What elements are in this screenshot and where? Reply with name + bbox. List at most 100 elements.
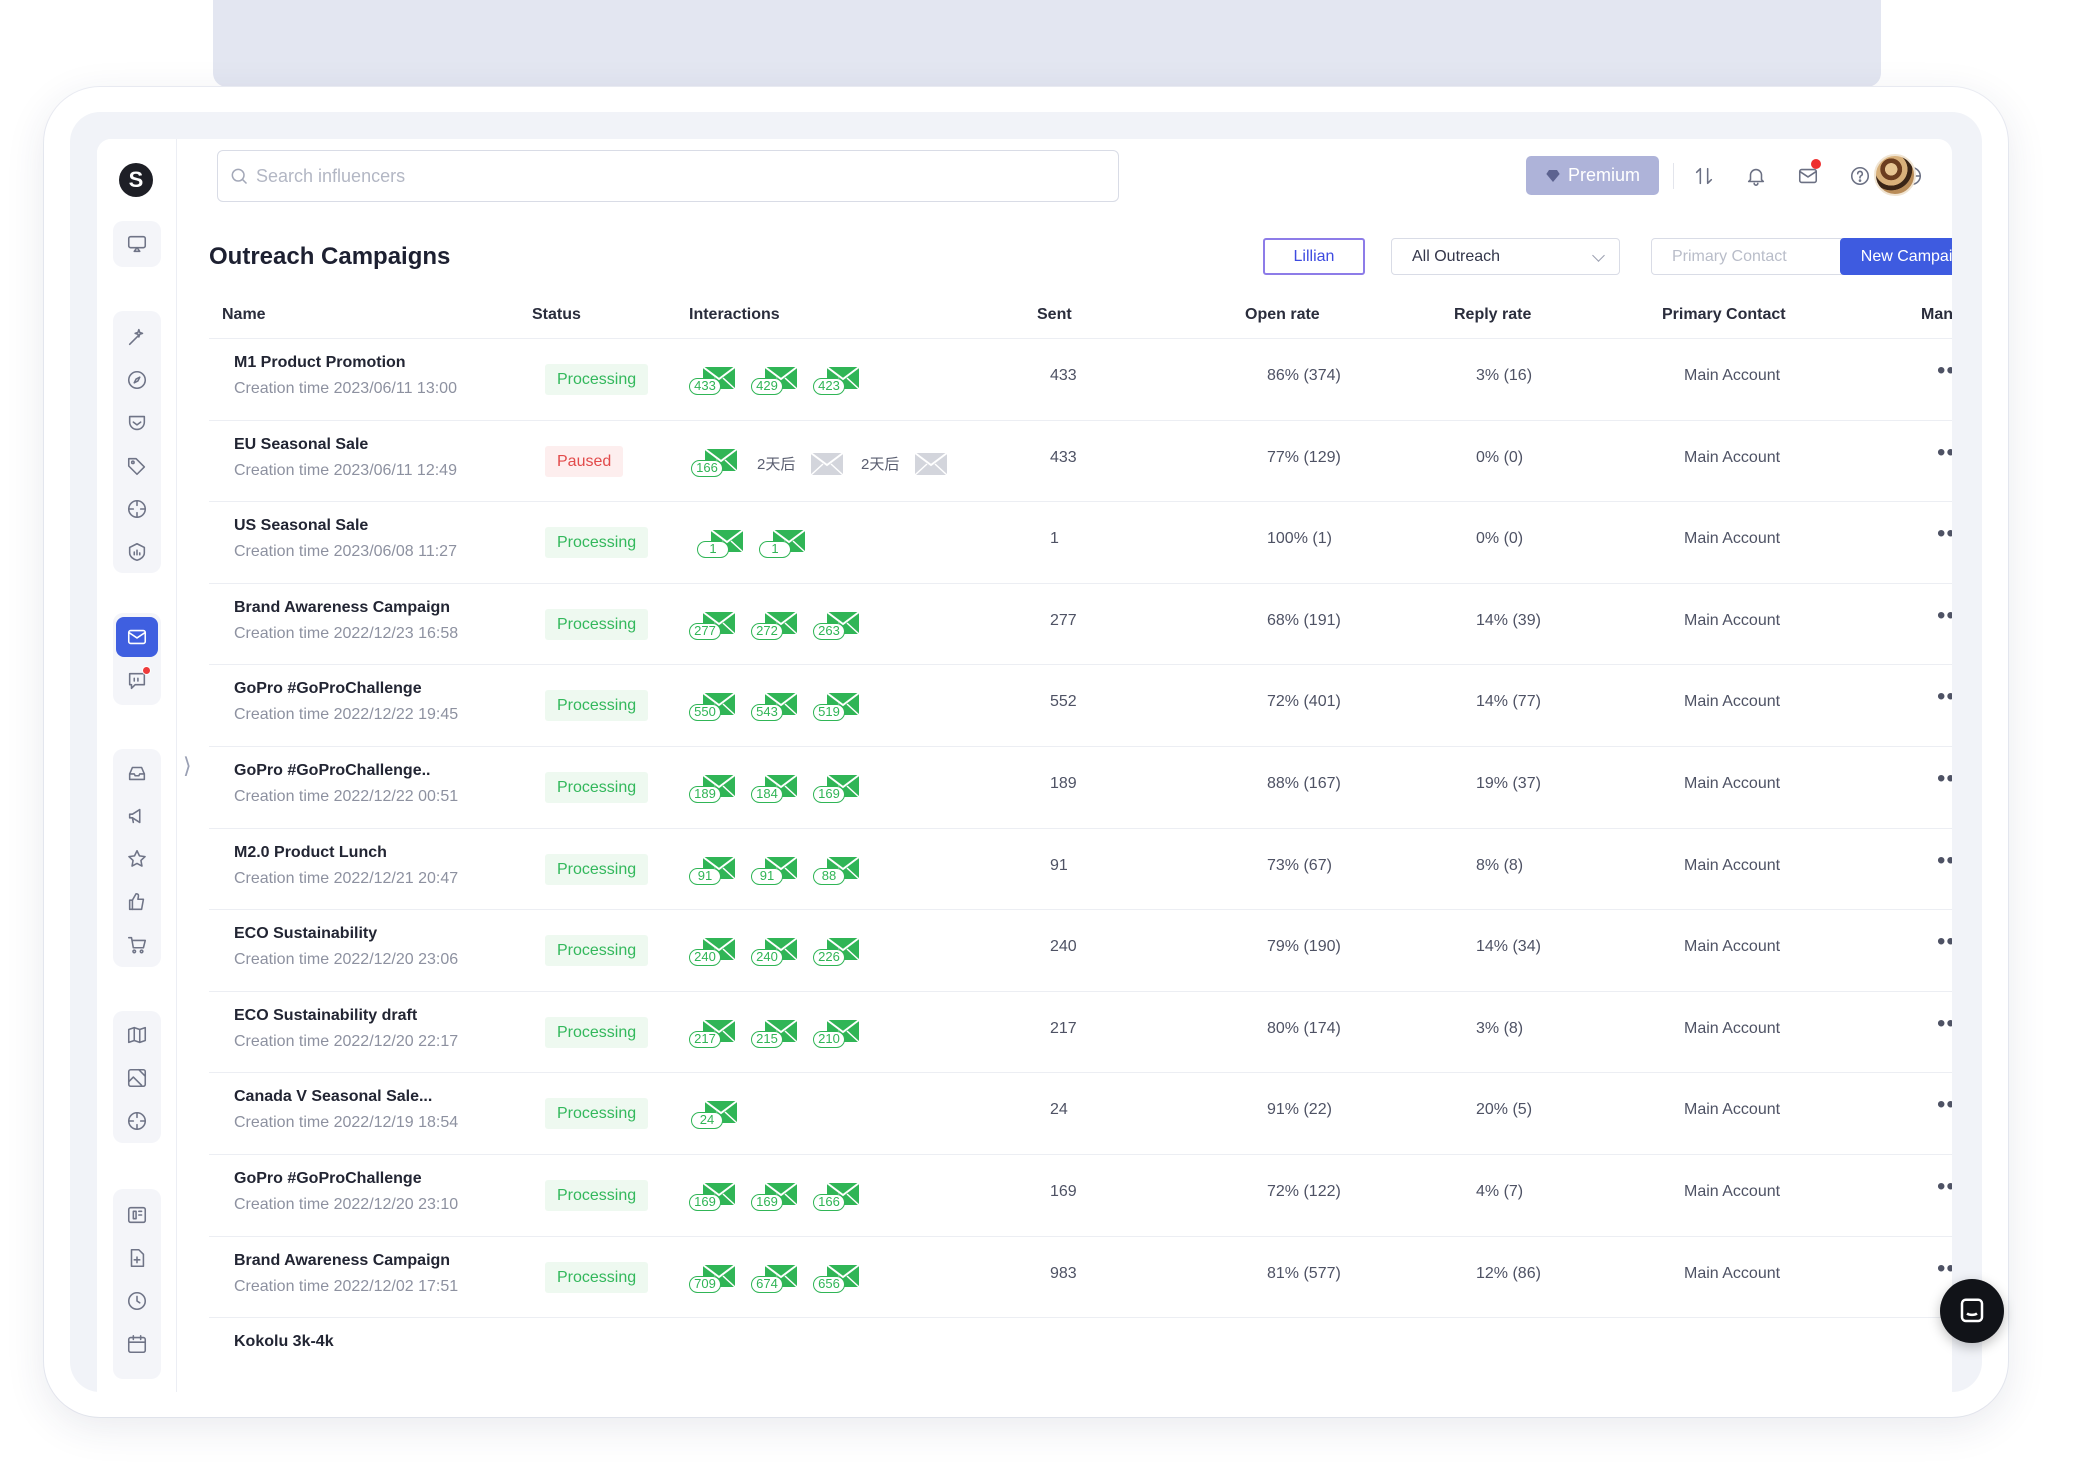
calendar-icon[interactable] bbox=[113, 1324, 161, 1364]
email-step-icon[interactable]: 543 bbox=[749, 687, 801, 727]
email-step-icon[interactable]: 184 bbox=[749, 769, 801, 809]
email-step-icon[interactable]: 169 bbox=[687, 1177, 739, 1217]
mail-icon[interactable] bbox=[1791, 159, 1825, 193]
megaphone-icon[interactable] bbox=[113, 796, 161, 836]
sidebar-collapse-handle[interactable]: ⟩ bbox=[183, 753, 192, 778]
map-icon[interactable] bbox=[113, 1015, 161, 1055]
email-step-icon[interactable]: 215 bbox=[749, 1014, 801, 1054]
table-row[interactable]: Kokolu 3k-4k bbox=[209, 1318, 1952, 1392]
email-step-icon[interactable]: 709 bbox=[687, 1259, 739, 1299]
email-step-icon[interactable]: 1 bbox=[757, 524, 809, 564]
email-step-icon[interactable]: 263 bbox=[811, 606, 863, 646]
inbox-icon[interactable] bbox=[113, 753, 161, 793]
user-filter-button[interactable]: Lillian bbox=[1263, 238, 1365, 275]
email-step-icon[interactable]: 656 bbox=[811, 1259, 863, 1299]
more-actions-icon[interactable]: ••• bbox=[1937, 1091, 1952, 1119]
pending-email-icon[interactable] bbox=[913, 447, 965, 487]
campaign-name[interactable]: Brand Awareness Campaign bbox=[234, 598, 451, 616]
more-actions-icon[interactable]: ••• bbox=[1937, 601, 1952, 629]
more-actions-icon[interactable]: ••• bbox=[1937, 520, 1952, 548]
more-actions-icon[interactable]: ••• bbox=[1937, 764, 1952, 792]
shield-chart-icon[interactable] bbox=[113, 532, 161, 572]
table-row[interactable]: EU Seasonal Sale Creation time 2023/06/11… bbox=[209, 420, 1952, 503]
email-step-icon[interactable]: 240 bbox=[749, 932, 801, 972]
email-step-icon[interactable]: 1 bbox=[695, 524, 747, 564]
table-row[interactable]: Brand Awareness Campaign Creation time 20… bbox=[209, 1236, 1952, 1319]
tag-icon[interactable] bbox=[113, 446, 161, 486]
email-step-icon[interactable]: 88 bbox=[811, 851, 863, 891]
campaign-name[interactable]: GoPro #GoProChallenge bbox=[234, 680, 422, 698]
email-step-icon[interactable]: 272 bbox=[749, 606, 801, 646]
campaign-name[interactable]: Canada V Seasonal Sale... bbox=[234, 1088, 433, 1106]
campaign-name[interactable]: GoPro #GoProChallenge bbox=[234, 1169, 422, 1187]
table-row[interactable]: Brand Awareness Campaign Creation time 20… bbox=[209, 583, 1952, 666]
user-avatar[interactable] bbox=[1874, 154, 1916, 196]
magic-wand-icon[interactable] bbox=[113, 317, 161, 357]
more-actions-icon[interactable]: ••• bbox=[1937, 683, 1952, 711]
target-icon[interactable] bbox=[113, 1101, 161, 1141]
email-step-icon[interactable]: 674 bbox=[749, 1259, 801, 1299]
crosshair-icon[interactable] bbox=[113, 489, 161, 529]
app-logo[interactable]: S bbox=[119, 163, 153, 197]
email-step-icon[interactable]: 240 bbox=[687, 932, 739, 972]
premium-button[interactable]: Premium bbox=[1526, 156, 1659, 195]
cart-icon[interactable] bbox=[113, 925, 161, 965]
table-row[interactable]: Canada V Seasonal Sale... Creation time 2… bbox=[209, 1073, 1952, 1155]
compass-icon[interactable] bbox=[113, 360, 161, 400]
email-step-icon[interactable]: 550 bbox=[687, 687, 739, 727]
thumbs-up-icon[interactable] bbox=[113, 882, 161, 922]
more-actions-icon[interactable]: ••• bbox=[1937, 1172, 1952, 1200]
campaign-name[interactable]: M2.0 Product Lunch bbox=[234, 843, 387, 861]
pocket-icon[interactable] bbox=[113, 403, 161, 443]
table-row[interactable]: M1 Product Promotion Creation time 2023/0… bbox=[209, 339, 1952, 421]
table-row[interactable]: GoPro #GoProChallenge Creation time 2022/… bbox=[209, 1154, 1952, 1237]
campaign-name[interactable]: ECO Sustainability draft bbox=[234, 1006, 418, 1024]
campaign-name[interactable]: ECO Sustainability bbox=[234, 925, 378, 943]
sort-icon[interactable] bbox=[1687, 159, 1721, 193]
campaign-name[interactable]: Kokolu 3k-4k bbox=[234, 1333, 334, 1351]
email-step-icon[interactable]: 91 bbox=[749, 851, 801, 891]
support-chat-button[interactable] bbox=[1940, 1279, 2004, 1343]
table-row[interactable]: ECO Sustainability Creation time 2022/12/… bbox=[209, 910, 1952, 992]
more-actions-icon[interactable]: ••• bbox=[1937, 846, 1952, 874]
email-step-icon[interactable]: 433 bbox=[687, 361, 739, 401]
more-actions-icon[interactable]: ••• bbox=[1937, 1009, 1952, 1037]
campaign-name[interactable]: US Seasonal Sale bbox=[234, 517, 369, 535]
email-step-icon[interactable]: 166 bbox=[689, 443, 741, 483]
help-icon[interactable] bbox=[1843, 159, 1877, 193]
email-step-icon[interactable]: 519 bbox=[811, 687, 863, 727]
monitor-icon[interactable] bbox=[113, 224, 161, 264]
email-step-icon[interactable]: 429 bbox=[749, 361, 801, 401]
table-row[interactable]: ECO Sustainability draft Creation time 20… bbox=[209, 991, 1952, 1074]
bell-icon[interactable] bbox=[1739, 159, 1773, 193]
campaign-name[interactable]: EU Seasonal Sale bbox=[234, 435, 369, 453]
email-step-icon[interactable]: 169 bbox=[749, 1177, 801, 1217]
mail-icon[interactable] bbox=[116, 617, 158, 657]
file-plus-icon[interactable] bbox=[113, 1238, 161, 1278]
chat-icon[interactable] bbox=[113, 661, 161, 701]
pending-email-icon[interactable] bbox=[809, 447, 861, 487]
more-actions-icon[interactable]: ••• bbox=[1937, 357, 1952, 384]
image-icon[interactable] bbox=[113, 1058, 161, 1098]
star-icon[interactable] bbox=[113, 839, 161, 879]
email-step-icon[interactable]: 423 bbox=[811, 361, 863, 401]
email-step-icon[interactable]: 226 bbox=[811, 932, 863, 972]
table-row[interactable]: GoPro #GoProChallenge.. Creation time 202… bbox=[209, 746, 1952, 829]
campaign-name[interactable]: M1 Product Promotion bbox=[234, 354, 406, 371]
campaign-name[interactable]: Brand Awareness Campaign bbox=[234, 1251, 451, 1269]
more-actions-icon[interactable]: ••• bbox=[1937, 928, 1952, 956]
campaign-name[interactable]: GoPro #GoProChallenge.. bbox=[234, 761, 431, 779]
table-row[interactable]: M2.0 Product Lunch Creation time 2022/12/… bbox=[209, 828, 1952, 911]
email-step-icon[interactable]: 169 bbox=[811, 769, 863, 809]
table-row[interactable]: US Seasonal Sale Creation time 2023/06/08… bbox=[209, 502, 1952, 584]
email-step-icon[interactable]: 210 bbox=[811, 1014, 863, 1054]
dashboard-icon[interactable] bbox=[113, 1195, 161, 1235]
email-step-icon[interactable]: 24 bbox=[689, 1095, 741, 1135]
email-step-icon[interactable]: 277 bbox=[687, 606, 739, 646]
outreach-filter-select[interactable]: All Outreach bbox=[1391, 238, 1620, 275]
email-step-icon[interactable]: 189 bbox=[687, 769, 739, 809]
search-input[interactable] bbox=[256, 151, 1106, 201]
table-row[interactable]: GoPro #GoProChallenge Creation time 2022/… bbox=[209, 665, 1952, 747]
email-step-icon[interactable]: 217 bbox=[687, 1014, 739, 1054]
more-actions-icon[interactable]: ••• bbox=[1937, 1254, 1952, 1282]
